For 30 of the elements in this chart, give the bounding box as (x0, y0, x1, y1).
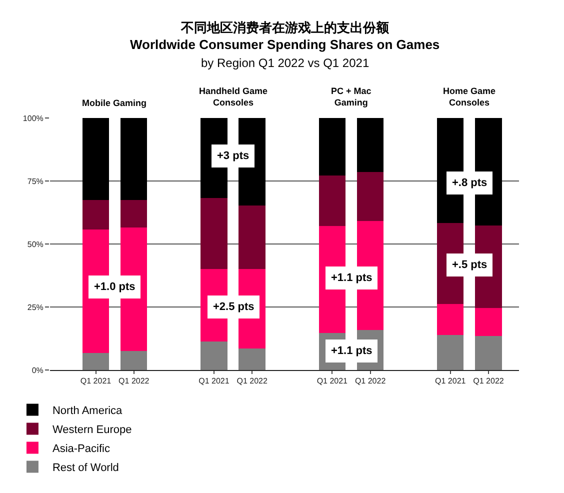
y-tick-label: 25% (27, 302, 44, 312)
x-tick-label: Q1 2021 (316, 376, 348, 386)
text: Home Game Consoles (443, 86, 496, 108)
legend-label: Rest of World (52, 462, 119, 474)
x-tick-label: Q1 2022 (354, 376, 386, 386)
x-tick-label: Q1 2022 (236, 376, 268, 386)
annotation: +1.1 pts (331, 345, 372, 357)
x-tick-label: Q1 2021 (198, 376, 230, 386)
x-tick-label: Q1 2022 (118, 376, 150, 386)
x-tick-label: Q1 2021 (435, 376, 466, 386)
text: Mobile Gaming (82, 98, 147, 108)
text: PC + Mac Gaming (331, 86, 372, 108)
x-tick-label: Q1 2021 (80, 376, 112, 386)
legend-label: Asia-Pacific (52, 442, 110, 455)
annotation: +2.5 pts (213, 301, 254, 313)
y-tick-label: 0% (32, 366, 44, 375)
chart-title: 不同地区消费者在游戏上的支出份额 Worldwide Consumer Spending Shares on Games (130, 20, 440, 52)
annotation: +.5 pts (452, 259, 488, 271)
y-tick-label: 75% (27, 176, 44, 186)
annotation: +1.0 pts (94, 281, 136, 293)
x-tick-label: Q1 2022 (473, 376, 504, 386)
y-tick-label: 50% (27, 240, 44, 249)
annotation: +.8 pts (452, 177, 488, 189)
legend-label: Western Europe (52, 424, 132, 436)
annotation: +3 pts (217, 150, 250, 162)
chart-subtitle: by Region Q1 2022 vs Q1 2021 (201, 56, 370, 70)
annotation: +1.1 pts (331, 272, 372, 284)
legend-label: North America (52, 404, 124, 417)
y-tick-label: 100% (22, 114, 44, 123)
text: Handheld Game Consoles (199, 86, 268, 108)
